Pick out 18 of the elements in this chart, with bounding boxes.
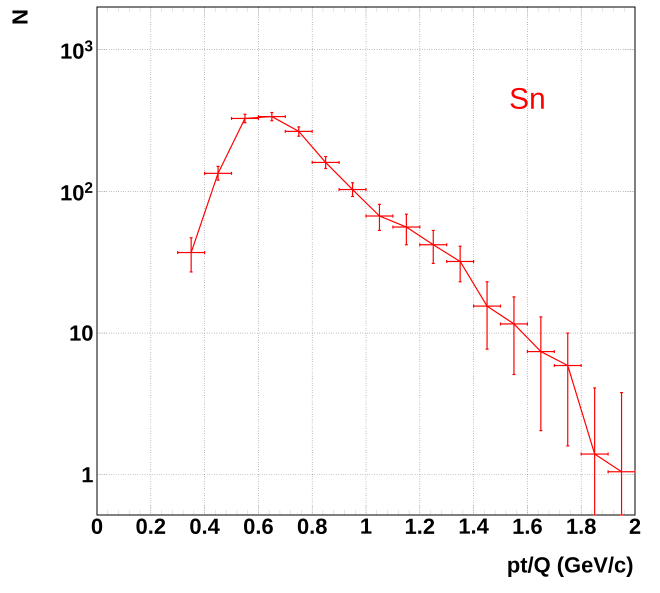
- x-tick-label: 0.2: [136, 518, 166, 534]
- y-tick-label: 10$^{3}$: [61, 40, 92, 59]
- x-tick-label: 1.2: [406, 518, 434, 534]
- x-tick-label: 2: [630, 518, 640, 534]
- y-axis-title: N: [12, 10, 28, 24]
- x-tick-label: 0: [92, 518, 102, 534]
- text: Sn: [510, 88, 544, 110]
- x-tick-label: 1.4: [460, 518, 489, 534]
- x-tick-label: 1.6: [514, 518, 542, 534]
- x-axis-title: pt/Q (GeV/c): [508, 556, 632, 577]
- x-tick-label: 0.8: [298, 518, 327, 534]
- x-tick-label: 1.8: [567, 518, 596, 534]
- y-tick-label: 10: [70, 325, 93, 341]
- y-tick-label: 1: [82, 467, 93, 482]
- y-tick-label: 10$^{2}$: [61, 182, 92, 201]
- x-tick-label: 0.4: [190, 518, 220, 534]
- x-tick-label: 0.6: [244, 518, 273, 534]
- x-tick-label: 1: [361, 518, 372, 534]
